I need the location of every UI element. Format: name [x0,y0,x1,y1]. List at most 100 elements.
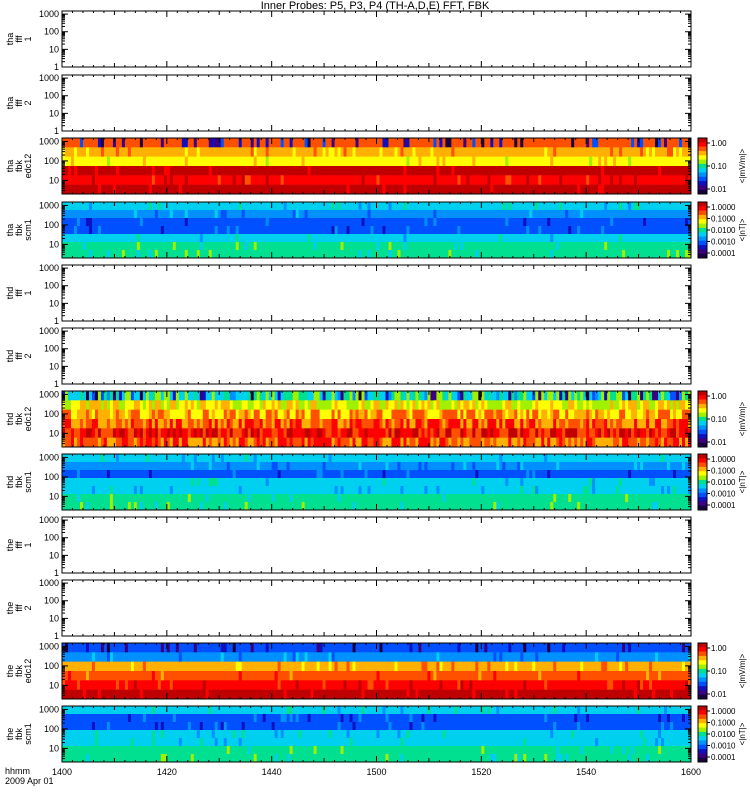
heatmap-cell [334,437,338,448]
heatmap-cell [283,147,288,157]
heatmap-cell [163,391,168,401]
heatmap-cell [478,166,482,176]
heatmap-cell [85,226,90,235]
heatmap-cell [127,242,132,251]
heatmap-cell [79,138,84,148]
heatmap-cell [565,234,569,243]
heatmap-cell [199,234,204,243]
heatmap-cell [541,462,545,471]
heatmap-cell [160,175,165,185]
heatmap-cell [88,242,93,251]
heatmap-cell [100,202,105,211]
heatmap-cell [508,462,512,471]
heatmap-cell [595,156,599,167]
heatmap-cell [148,184,153,195]
heatmap-cell [217,409,222,420]
heatmap-cell [124,419,129,429]
heatmap-cell [103,147,108,157]
heatmap-cell [334,428,338,438]
heatmap-cell [616,218,620,227]
heatmap-cell [229,391,234,401]
heatmap-cell [385,166,389,176]
colorbar-swatch [698,150,707,156]
heatmap-cell [178,175,183,185]
heatmap-cell [325,409,329,420]
heatmap-cell [436,242,440,251]
heatmap-cell [379,226,383,235]
heatmap-cell [565,400,569,410]
heatmap-cell [343,234,347,243]
heatmap-cell [85,419,90,429]
heatmap-cell [244,242,249,251]
heatmap-cell [250,210,255,219]
heatmap-cell [205,138,210,148]
heatmap-cell [622,437,626,448]
heatmap-cell [571,210,575,219]
heatmap-cell [406,184,410,195]
heatmap-cell [451,250,455,259]
heatmap-cell [385,138,389,148]
heatmap-cell [520,156,524,167]
heatmap-cell [577,462,581,471]
heatmap-cell [673,462,677,471]
heatmap-cell [682,454,686,463]
heatmap-cell [346,234,350,243]
heatmap-cell [532,437,536,448]
heatmap-cell [62,218,66,227]
heatmap-cell [370,166,374,176]
heatmap-cell [157,156,162,167]
heatmap-cell [637,184,641,195]
heatmap-cell [286,391,291,401]
heatmap-cell [202,419,207,429]
heatmap-cell [391,391,395,401]
heatmap-cell [202,250,207,259]
heatmap-cell [532,462,536,471]
heatmap-cell [364,409,368,420]
heatmap-cell [571,202,575,211]
heatmap-cell [100,166,105,176]
heatmap-cell [364,400,368,410]
heatmap-cell [376,400,380,410]
heatmap-cell [613,234,617,243]
heatmap-cell [667,400,671,410]
heatmap-cell [676,428,680,438]
heatmap-cell [163,234,168,243]
heatmap-cell [511,218,515,227]
heatmap-cell [547,156,551,167]
heatmap-cell [82,175,87,185]
heatmap-cell [298,147,303,157]
heatmap-cell [286,419,291,429]
heatmap-cell [67,210,72,219]
heatmap-cell [433,242,437,251]
heatmap-cell [67,226,72,235]
heatmap-cell [628,250,632,259]
heatmap-cell [295,437,300,448]
heatmap-cell [175,147,180,157]
y-tick-label: 1000 [39,9,59,19]
heatmap-cell [664,437,668,448]
heatmap-cell [271,454,276,463]
heatmap-cell [211,184,216,195]
heatmap-cell [424,250,428,259]
heatmap-cell [622,234,626,243]
heatmap-cell [202,470,207,479]
heatmap-cell [613,462,617,471]
heatmap-cell [397,391,401,401]
heatmap-cell [673,409,677,420]
heatmap-cell [298,166,303,176]
heatmap-cell [562,147,566,157]
heatmap-cell [148,428,153,438]
heatmap-cell [253,391,258,401]
heatmap-cell [406,409,410,420]
heatmap-cell [526,184,530,195]
heatmap-cell [139,428,144,438]
heatmap-cell [277,210,282,219]
heatmap-cell [283,184,288,195]
heatmap-cell [580,175,584,185]
heatmap-cell [517,234,521,243]
heatmap-cell [184,437,189,448]
heatmap-cell [418,391,422,401]
heatmap-cell [62,147,66,157]
heatmap-cell [259,226,264,235]
heatmap-cell [583,147,587,157]
